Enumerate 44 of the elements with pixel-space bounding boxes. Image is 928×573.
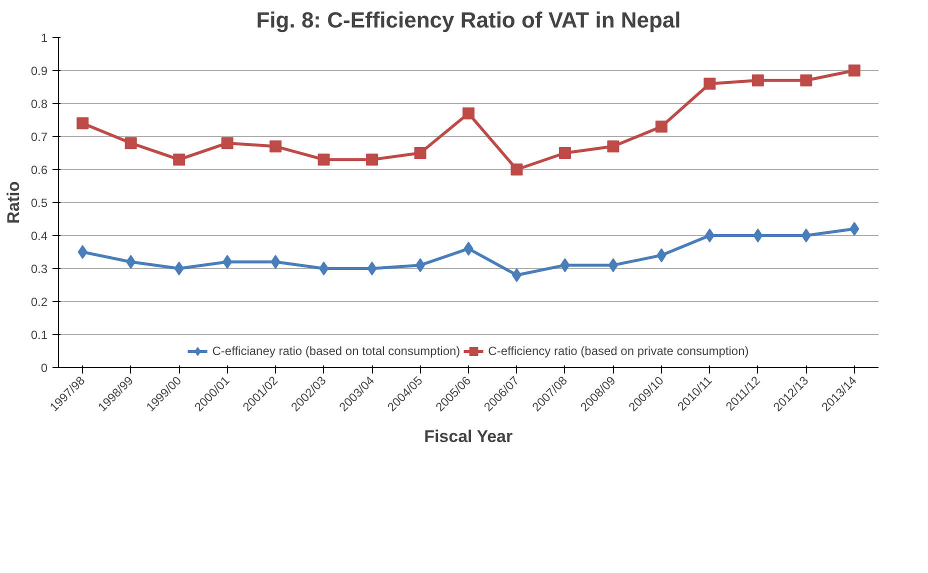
- point: [270, 140, 282, 152]
- legend-label: C-efficiency ratio (based on private consumption): [488, 344, 749, 358]
- point: [366, 154, 378, 166]
- point: [414, 147, 426, 159]
- y-tick-label: 0.1: [30, 328, 48, 342]
- point: [704, 228, 715, 242]
- y-tick-label: 0: [40, 361, 48, 375]
- point: [415, 258, 426, 272]
- y-tick-label: 0.6: [30, 163, 48, 177]
- point: [510, 164, 523, 176]
- point: [367, 262, 377, 276]
- y-tick-label: 0.2: [30, 295, 48, 309]
- point: [78, 245, 88, 259]
- point: [801, 228, 811, 242]
- y-tick-label: 0.8: [30, 97, 48, 111]
- point: [608, 258, 618, 272]
- point: [124, 137, 137, 150]
- chart-title: Fig. 8: C-Efficiency Ratio of VAT in Nepal: [256, 8, 681, 32]
- point: [318, 262, 329, 276]
- point: [174, 262, 184, 276]
- y-axis-title: Ratio: [4, 181, 23, 224]
- y-tick-label: 0.7: [30, 130, 48, 144]
- y-tick-label: 0.4: [30, 229, 48, 243]
- point: [558, 147, 571, 159]
- x-axis-title: Fiscal Year: [424, 427, 513, 446]
- point: [462, 107, 474, 120]
- point: [753, 228, 763, 242]
- point: [221, 137, 234, 150]
- point: [752, 74, 764, 86]
- legend-label: C-efficianey ratio (based on total consumption): [212, 344, 460, 358]
- y-tick-label: 1: [40, 31, 48, 45]
- point: [607, 140, 620, 152]
- y-tick-label: 0.3: [30, 262, 48, 276]
- point: [76, 117, 89, 130]
- point: [173, 154, 186, 166]
- y-tick-label: 0.5: [30, 196, 48, 210]
- point: [655, 120, 668, 133]
- point: [704, 78, 716, 90]
- point: [222, 254, 232, 269]
- point: [318, 154, 330, 166]
- point: [512, 268, 522, 282]
- point: [800, 74, 812, 86]
- y-tick-label: 0.9: [30, 64, 48, 78]
- point: [848, 64, 860, 76]
